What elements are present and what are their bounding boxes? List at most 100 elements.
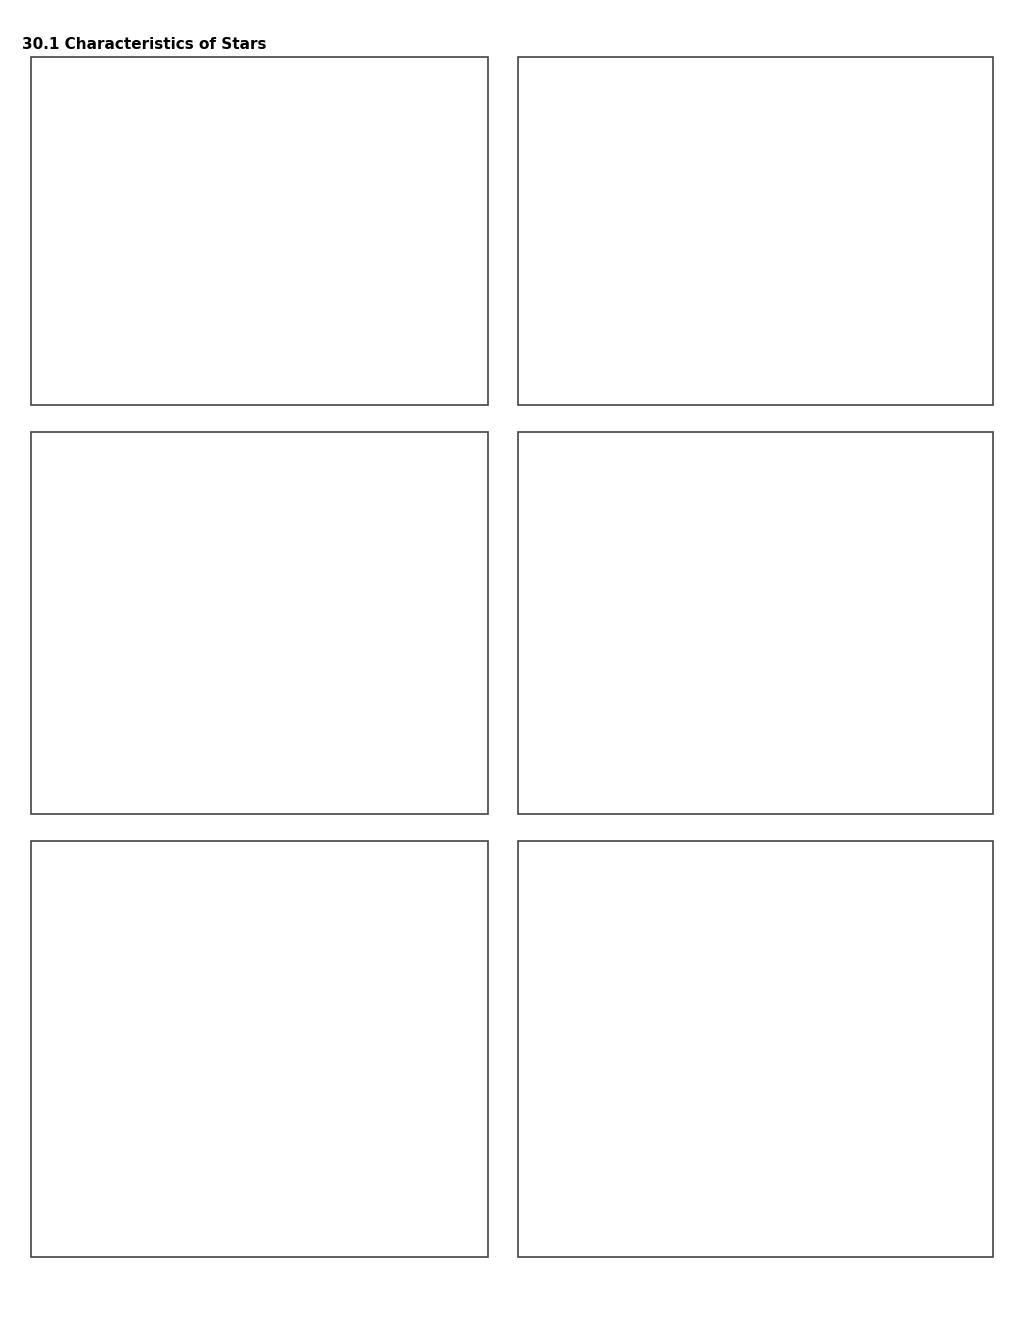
Text: What color are the warmest stars?: What color are the warmest stars? (588, 875, 917, 894)
Bar (204, 746, 487, 748)
Point (238, 263, 255, 284)
Point (146, 378, 162, 399)
Text: Star Characteristics: Star Characteristics (638, 449, 872, 469)
Point (325, 166, 341, 187)
Point (915, 626, 931, 647)
Text: dwarf, medium,: dwarf, medium, (537, 725, 652, 738)
Point (228, 247, 245, 268)
Point (264, 244, 280, 265)
Point (191, 213, 207, 234)
Point (728, 622, 744, 643)
Point (245, 186, 261, 207)
Point (177, 309, 194, 330)
Point (752, 587, 768, 609)
Point (251, 177, 267, 198)
Point (294, 290, 311, 312)
Point (205, 174, 221, 195)
Point (230, 232, 247, 253)
Point (323, 368, 339, 389)
Point (257, 282, 273, 304)
Point (314, 153, 330, 174)
Point (312, 244, 328, 265)
Point (884, 544, 901, 565)
Point (923, 516, 940, 537)
Point (307, 321, 323, 342)
Bar (204, 636, 487, 639)
Point (793, 579, 809, 601)
Point (265, 140, 281, 161)
Point (115, 231, 131, 252)
Point (193, 288, 209, 309)
Bar (204, 709, 487, 711)
Point (274, 322, 290, 343)
Point (121, 181, 138, 202)
Point (723, 627, 740, 648)
Point (104, 325, 120, 346)
Point (293, 314, 310, 335)
Point (847, 616, 863, 638)
Text: yellow (ex. sun): yellow (ex. sun) (537, 634, 663, 647)
Point (757, 595, 773, 616)
Point (226, 292, 243, 313)
Point (184, 289, 201, 310)
Point (175, 265, 192, 286)
Point (348, 333, 365, 354)
Point (940, 533, 956, 554)
Bar (204, 702, 487, 705)
Point (120, 367, 137, 388)
Point (318, 264, 334, 285)
Point (846, 632, 862, 653)
Point (273, 260, 289, 281)
Point (249, 281, 265, 302)
Point (173, 281, 190, 302)
Point (871, 675, 888, 696)
Point (283, 272, 300, 293)
Point (101, 375, 117, 396)
Point (953, 540, 969, 561)
Point (285, 312, 302, 333)
Point (372, 194, 388, 215)
Bar (204, 791, 487, 792)
Point (329, 234, 345, 255)
Point (736, 631, 752, 652)
Point (234, 380, 251, 401)
Point (216, 289, 232, 310)
Point (782, 590, 798, 611)
Point (281, 143, 298, 164)
Point (199, 193, 215, 214)
Point (830, 549, 847, 570)
Point (321, 342, 337, 363)
Point (252, 255, 268, 276)
Point (128, 139, 145, 160)
Point (110, 275, 126, 296)
Point (842, 619, 858, 640)
Point (888, 672, 904, 693)
Point (196, 257, 212, 279)
Point (215, 235, 231, 256)
Point (812, 647, 828, 668)
Point (370, 256, 386, 277)
Point (254, 296, 270, 317)
Text: through magnetic testing: through magnetic testing (98, 1125, 239, 1135)
Point (164, 268, 180, 289)
Point (204, 143, 220, 164)
Point (97, 296, 113, 317)
Point (191, 174, 207, 195)
Circle shape (749, 308, 781, 341)
Point (804, 610, 820, 631)
Point (263, 370, 279, 391)
Point (302, 364, 318, 385)
Point (734, 548, 750, 569)
Point (141, 153, 157, 174)
Point (733, 644, 749, 665)
Text: second most common - helium: second most common - helium (537, 544, 742, 556)
Bar (204, 788, 487, 791)
Point (761, 516, 777, 537)
Point (298, 383, 314, 404)
Point (234, 263, 251, 284)
Point (242, 144, 258, 165)
Point (158, 249, 174, 271)
Point (212, 164, 228, 185)
Point (104, 154, 120, 176)
Point (815, 597, 832, 618)
